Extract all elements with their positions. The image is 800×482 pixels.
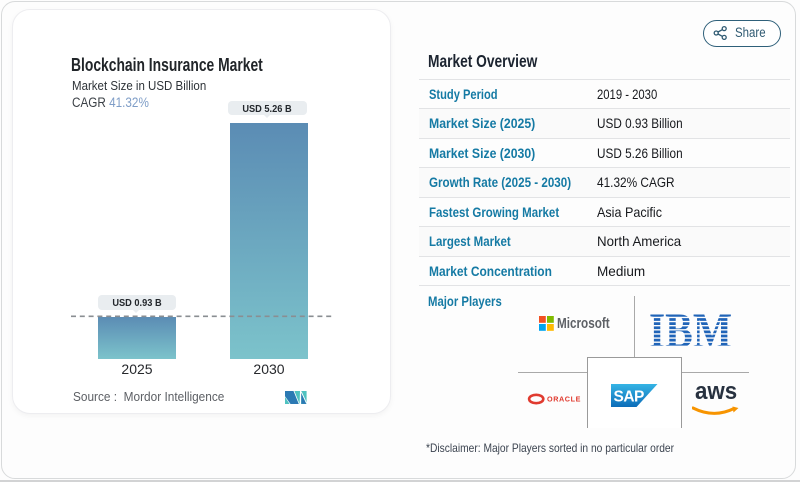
svg-text:IBM: IBM [649, 314, 732, 347]
svg-text:SAP: SAP [614, 389, 645, 406]
svg-text:ORACLE: ORACLE [547, 394, 581, 403]
